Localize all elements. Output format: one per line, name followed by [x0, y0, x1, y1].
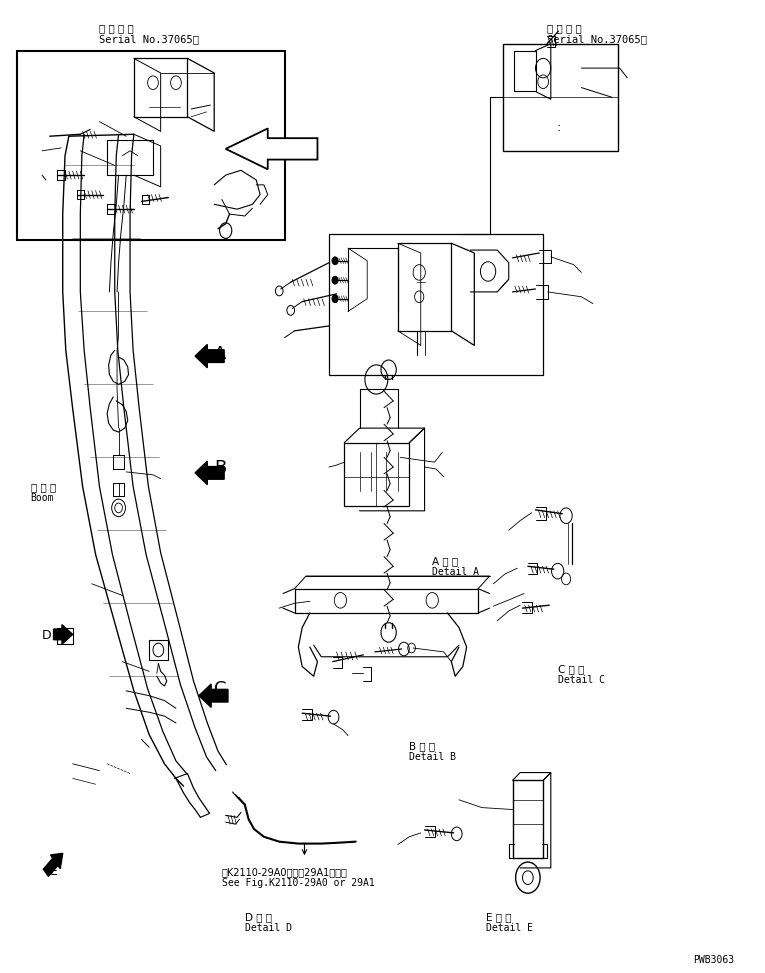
Bar [17, 51, 285, 240]
Text: 適 用 号 機: 適 用 号 機 [547, 23, 581, 33]
Text: Boom: Boom [31, 493, 54, 503]
Text: Detail E: Detail E [486, 923, 532, 933]
FancyArrow shape [195, 461, 224, 485]
Text: :: : [556, 122, 561, 134]
Text: Detail C: Detail C [558, 675, 605, 685]
Circle shape [332, 276, 338, 284]
FancyArrow shape [199, 684, 228, 707]
Text: E: E [50, 865, 57, 878]
Text: B: B [214, 459, 226, 477]
Text: C 詳 細: C 詳 細 [558, 665, 584, 674]
Text: ブ ー ム: ブ ー ム [31, 483, 56, 492]
FancyArrow shape [44, 853, 63, 877]
Text: 適 用 号 機: 適 用 号 機 [99, 23, 134, 33]
FancyArrow shape [195, 344, 224, 368]
Bar [329, 234, 543, 375]
Text: A 詳 細: A 詳 細 [432, 557, 458, 566]
Text: D: D [42, 630, 52, 642]
Circle shape [332, 257, 338, 265]
Text: E 詳 細: E 詳 細 [486, 913, 511, 922]
Text: Serial No.37065～: Serial No.37065～ [547, 34, 647, 44]
Text: See Fig.K2110-29A0 or 29A1: See Fig.K2110-29A0 or 29A1 [222, 879, 375, 888]
Bar [344, 443, 409, 506]
Text: D 詳 細: D 詳 細 [245, 913, 272, 922]
Text: 第K2110-29A0または29A1図参照: 第K2110-29A0または29A1図参照 [222, 868, 348, 878]
Text: Serial No.37065～: Serial No.37065～ [99, 34, 200, 44]
Text: PWB3063: PWB3063 [693, 955, 734, 965]
Text: Detail A: Detail A [432, 567, 479, 577]
Circle shape [332, 295, 338, 303]
Polygon shape [226, 128, 317, 169]
Text: A: A [214, 345, 226, 363]
Circle shape [522, 871, 533, 884]
Bar [503, 44, 618, 151]
FancyArrow shape [54, 625, 73, 644]
Text: Detail D: Detail D [245, 923, 291, 933]
Text: Detail B: Detail B [409, 752, 456, 762]
Text: C: C [214, 680, 226, 698]
Text: B 詳 細: B 詳 細 [409, 741, 435, 751]
